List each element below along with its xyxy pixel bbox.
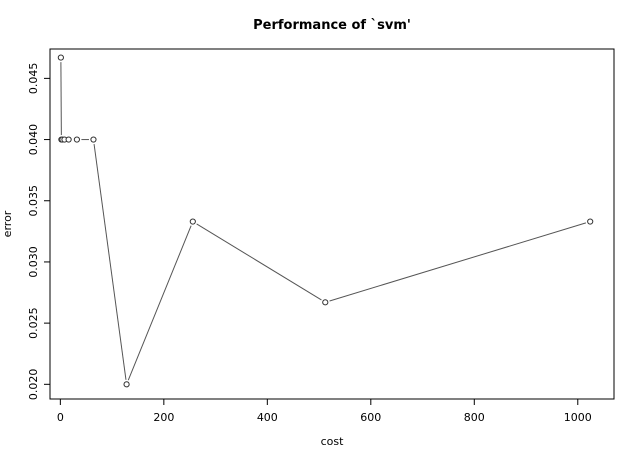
x-tick-label: 400 [257,411,278,424]
chart-title: Performance of `svm' [253,18,411,33]
data-point [322,299,329,306]
y-tick-label: 0.025 [27,307,40,339]
plot-frame [49,48,615,400]
y-tick-label: 0.030 [27,246,40,278]
x-tick-label: 200 [153,411,174,424]
x-tick-label: 600 [360,411,381,424]
series-line-segment [329,222,587,302]
data-point [189,218,196,225]
data-point [587,218,594,225]
y-tick-label: 0.035 [27,185,40,217]
y-tick-label: 0.020 [27,369,40,401]
data-point [57,54,64,61]
data-point [65,136,72,143]
series-layer [57,54,594,388]
series-line-segment [196,223,322,301]
y-axis-label: error [1,210,14,237]
data-point [73,136,81,143]
series-line-segment [93,143,127,380]
x-axis: 0 200 400 600 800 1000 [57,398,592,424]
y-tick-label: 0.045 [27,63,40,95]
x-tick-label: 1000 [564,411,592,424]
y-axis: 0.020 0.025 0.030 0.035 0.040 0.045 [27,63,51,401]
x-tick-label: 800 [464,411,485,424]
x-tick-label: 0 [57,411,64,424]
series-line-segment [127,225,192,381]
data-point [90,136,97,143]
y-tick-label: 0.040 [27,124,40,156]
data-point [123,381,130,388]
x-axis-label: cost [321,435,345,448]
